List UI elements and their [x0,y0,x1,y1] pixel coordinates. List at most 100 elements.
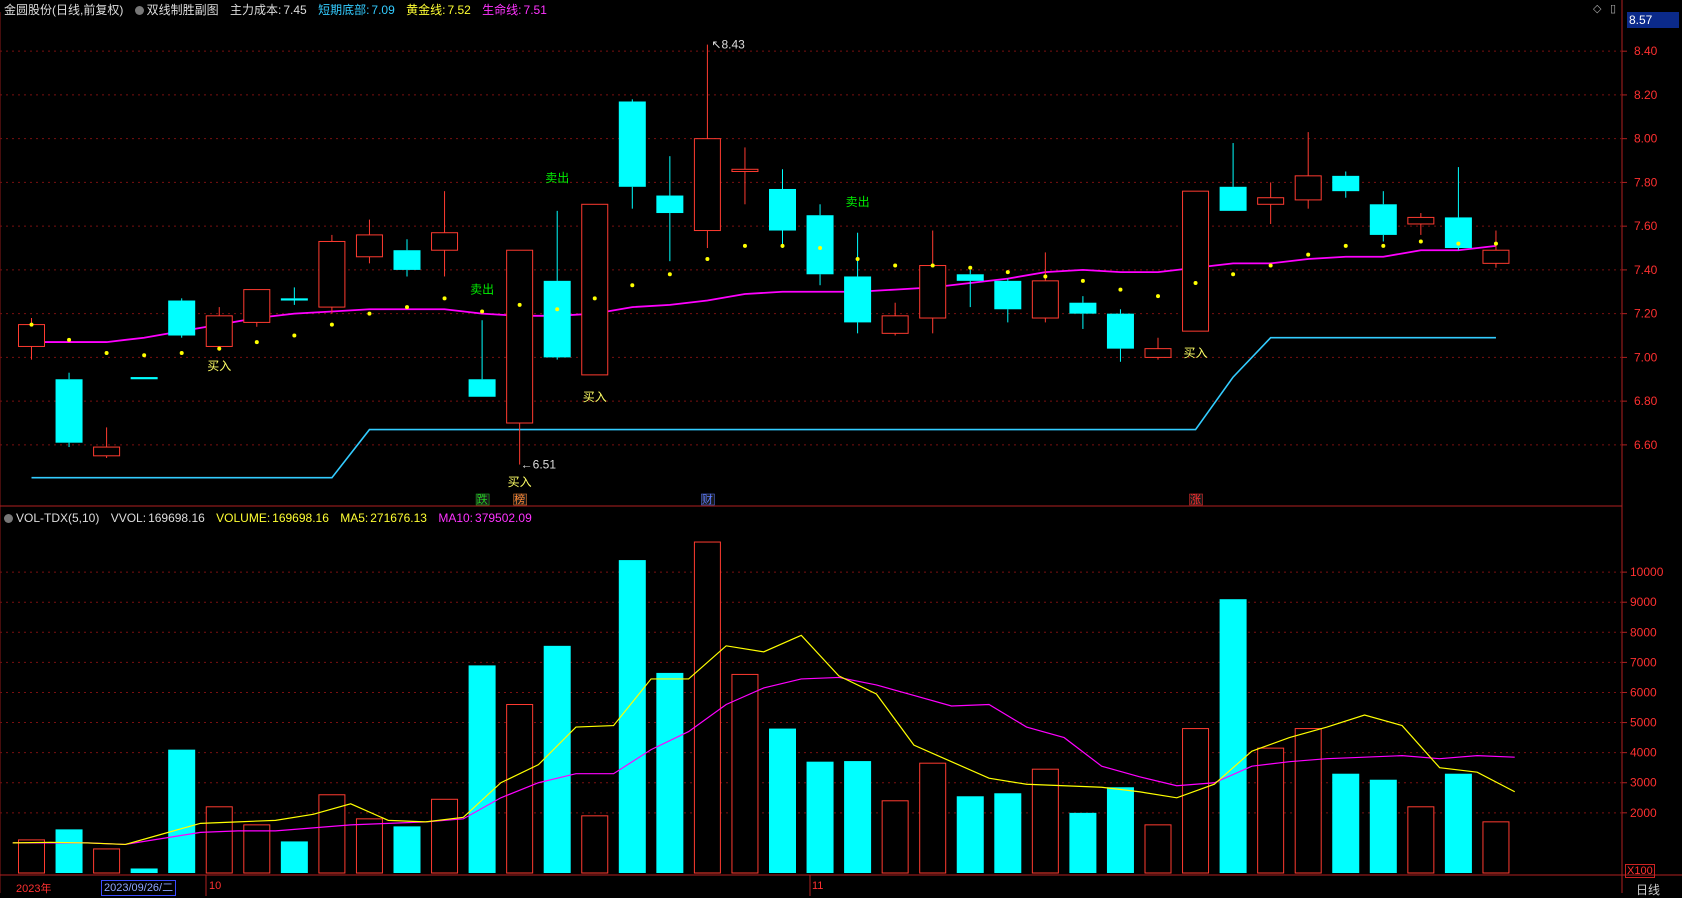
stock-title[interactable]: 金圆股份(日线,前复权) [4,3,124,17]
volume-bar-up [1182,728,1210,874]
ma5-label: MA5: [340,511,369,525]
price-tick-label: 6.80 [1634,394,1658,408]
vvol-value: 169698.16 [148,511,205,525]
volume-bar-down [1332,773,1360,873]
cost-dot [592,296,597,301]
candle-body-down [468,379,496,397]
cost-dot [1156,294,1160,299]
cost-dot [104,351,109,356]
candle-body-up [881,315,909,334]
main-cost-value: 7.45 [283,3,307,17]
volume-axis: 10000 9000 8000 7000 6000 5000 4000 3000 2000 [1622,565,1664,820]
indicator-toggle-icon[interactable] [134,6,144,15]
cost-dot [555,307,560,312]
year-label: 2023年 [16,883,52,895]
volume-toggle-icon[interactable] [4,514,13,523]
candle-body-down [280,298,308,301]
cost-dot [142,353,147,358]
cost-dot [1268,263,1273,268]
volume-bar-down [806,761,834,873]
candle-body-down [1369,204,1397,235]
volume-bar-down [1219,599,1247,873]
candle-body-up [431,232,459,251]
candle-body-down [1219,186,1247,211]
candle-body-up [581,203,609,376]
ma5-value: 271676.13 [370,511,427,525]
cost-dot [1118,287,1123,292]
short-bottom-value: 7.09 [371,3,395,17]
volume-bar-up [581,815,609,874]
candle-body-down [656,195,684,214]
candle-body-down [130,377,158,380]
cost-dot [1343,243,1348,248]
cost-dot [780,243,785,248]
volume-ma-lines [12,634,1516,846]
panel-toggle-icon[interactable]: ▯ [1610,3,1617,15]
volume-bar-down [468,665,496,873]
volume-bar-up [18,839,45,874]
volume-bar-up [93,848,121,874]
cost-dot [1043,274,1048,279]
indicator-name[interactable]: 双线制胜副图 [146,3,219,17]
candle-body-up [1182,190,1210,332]
volume-bar-up [431,798,459,874]
volume-bar-up [1407,806,1435,874]
signal-buy-label: 买入 [583,390,607,404]
volume-tick-label: 9000 [1630,595,1657,609]
volume-bar-down [1369,779,1397,873]
cost-dot [1493,241,1498,246]
cost-dot [254,340,259,345]
price-tick-label: 6.60 [1634,438,1658,452]
signal-buy-label: 买入 [508,475,532,489]
candle-body-up [355,234,383,258]
diamond-icon[interactable]: ◇ [1593,3,1602,15]
candle-body-down [543,280,571,358]
volume-bar-down [844,761,872,873]
signal-buy-label: 买入 [207,359,231,373]
candle-body-up [1294,175,1322,201]
candle-body-down [393,250,421,270]
cost-dot [179,351,184,356]
period-label[interactable]: 日线 [1636,883,1661,897]
golden-line-label: 黄金线: [406,3,446,17]
event-tag: 财 [702,492,713,506]
volume-bar-up [205,806,233,874]
life-line [31,244,1497,343]
volume-value: 169698.16 [272,511,329,525]
candle-body-up [919,265,947,319]
life-line-label: 生命线: [482,3,522,17]
event-tag-box [475,493,490,506]
candle-body-up [1407,216,1435,225]
candle-body-up [18,324,45,347]
volume-bar-up [506,704,534,874]
month-label-nov: 11 [812,880,824,892]
support-line [31,336,1496,479]
cost-dot [855,256,860,261]
volume-bar-down [168,749,196,873]
high-price-marker: ↖8.43 [711,38,745,52]
price-tick-label: 8.00 [1634,132,1658,146]
candle-body-up [1031,280,1059,319]
golden-line-value: 7.52 [447,3,471,17]
volume-tick-label: 5000 [1630,716,1657,730]
candle-body-up [693,138,721,232]
candle-body-down [956,274,984,281]
cost-dot [480,309,485,314]
candle-body-down [769,188,796,231]
cost-dot [705,256,710,261]
volume-indicator-name[interactable]: VOL-TDX(5,10) [16,511,100,525]
cost-dot [1306,252,1311,257]
candle-body-up [506,249,534,424]
life-line-path [31,244,1497,343]
candle-body-up [243,289,271,323]
support-line-path [31,336,1496,479]
selected-date[interactable]: 2023/09/26/二 [101,880,177,896]
month-label-oct: 10 [209,880,222,892]
event-tag-box [1189,493,1203,506]
volume-bar-down [130,868,158,873]
cost-dot [968,265,973,270]
chart-header: 金圆股份(日线,前复权) 双线制胜副图 主力成本: 7.45 短期底部: 7.09 … [4,1,547,18]
volume-bar-up [355,818,383,874]
main-cost-label: 主力成本: [230,3,282,17]
